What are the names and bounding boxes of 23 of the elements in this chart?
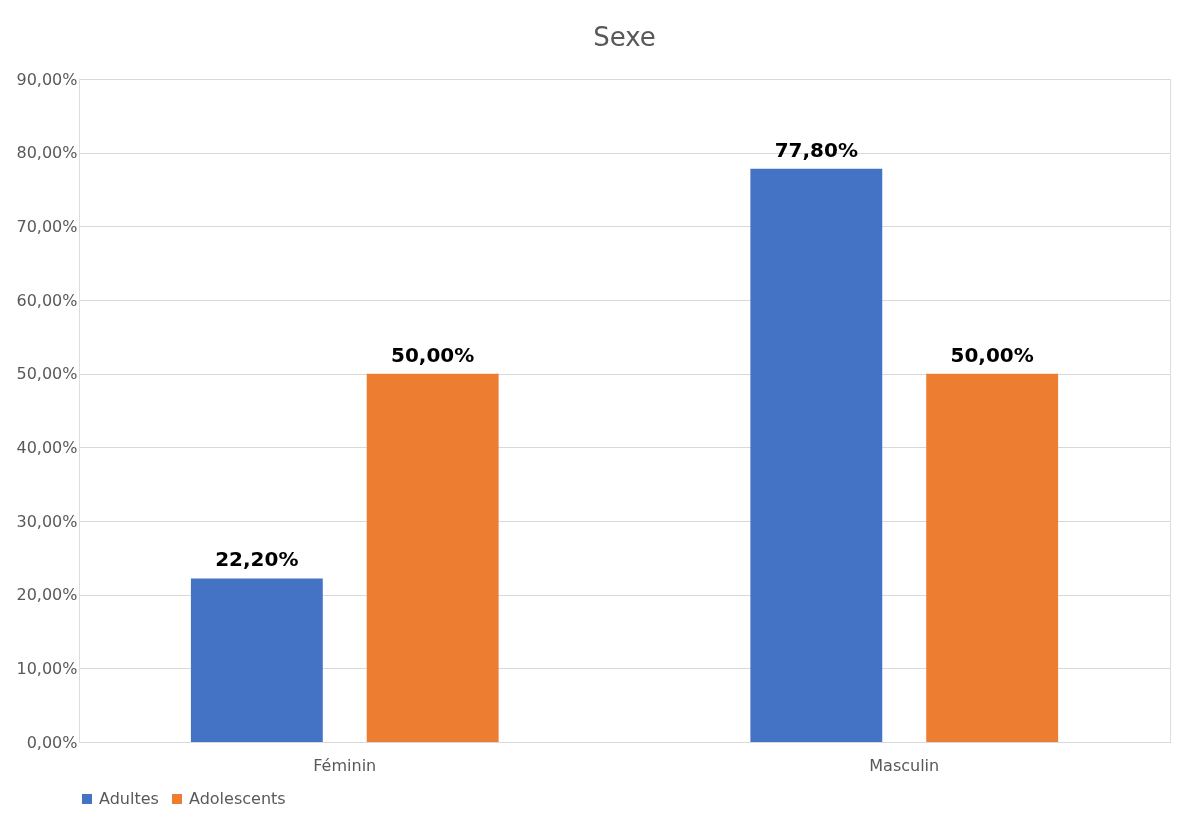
- data-label: 77,80%: [774, 137, 858, 162]
- y-tick-label: 20,00%: [16, 585, 78, 605]
- x-tick-label: Féminin: [313, 755, 377, 775]
- chart-title: Sexe: [593, 22, 656, 52]
- y-tick-label: 40,00%: [16, 437, 78, 457]
- data-label: 50,00%: [391, 342, 475, 367]
- bar: [926, 373, 1059, 742]
- y-tick-label: 80,00%: [16, 143, 78, 163]
- bar: [750, 168, 883, 742]
- y-tick-label: 60,00%: [16, 290, 78, 310]
- y-tick-label: 50,00%: [16, 364, 78, 384]
- y-tick-label: 10,00%: [16, 658, 78, 678]
- y-tick-label: 70,00%: [16, 216, 78, 236]
- bar: [366, 373, 499, 742]
- legend-label: Adultes: [99, 789, 159, 808]
- x-tick-label: Masculin: [869, 755, 940, 775]
- y-tick-label: 30,00%: [16, 511, 78, 531]
- data-label: 50,00%: [950, 342, 1034, 367]
- y-tick-label: 0,00%: [26, 732, 78, 752]
- data-label: 22,20%: [215, 547, 299, 572]
- y-tick-label: 90,00%: [16, 69, 78, 89]
- legend-label: Adolescents: [189, 789, 286, 808]
- bar: [190, 578, 323, 742]
